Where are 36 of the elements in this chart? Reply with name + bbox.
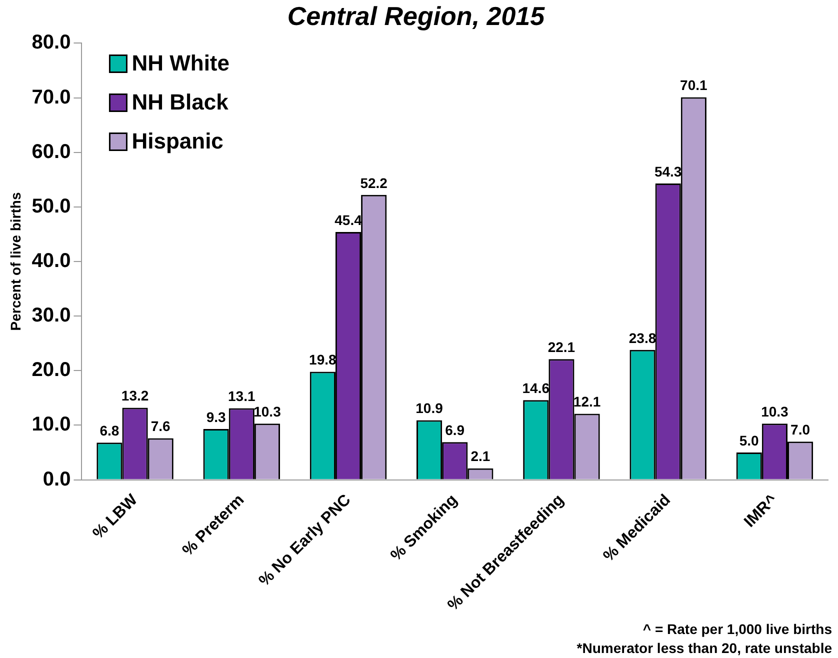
data-label: 22.1: [548, 339, 576, 356]
data-label: 6.8: [100, 422, 120, 439]
y-axis-title: Percent of live births: [7, 192, 24, 331]
y-tick-label: 50.0: [32, 195, 71, 218]
data-label: 7.6: [150, 418, 171, 434]
text: ^ = Rate per 1,000 live births: [642, 620, 832, 637]
data-label: 23.8: [628, 330, 656, 346]
y-tick-label: 80.0: [32, 32, 71, 54]
y-tick-label: 10.0: [32, 414, 71, 436]
data-label: 14.6: [522, 380, 550, 396]
y-tick-label: 60.0: [32, 140, 71, 163]
data-label: 7.0: [790, 421, 810, 438]
data-label: 10.3: [254, 403, 282, 420]
chart-title: Central Region, 2015: [287, 0, 546, 31]
data-label: 52.2: [360, 174, 388, 191]
data-label: 6.9: [445, 422, 465, 438]
data-label: 10.9: [416, 400, 444, 416]
data-label: 9.3: [206, 408, 226, 425]
data-label: 5.0: [739, 432, 760, 448]
data-label: 54.3: [654, 163, 682, 180]
data-label: 19.8: [309, 352, 337, 368]
y-tick-label: 0.0: [42, 468, 71, 490]
legend-label: NH White: [132, 50, 230, 76]
y-tick-label: 20.0: [32, 359, 71, 382]
data-label: 13.1: [228, 388, 256, 404]
data-label: 13.2: [121, 388, 149, 404]
legend-label: Hispanic: [132, 128, 224, 154]
y-tick-label: 30.0: [32, 304, 71, 327]
y-tick-label: 70.0: [32, 86, 71, 108]
data-label: 10.3: [761, 403, 789, 420]
data-label: 2.1: [470, 448, 490, 464]
y-tick-label: 40.0: [32, 250, 71, 272]
data-label: 70.1: [680, 77, 708, 94]
data-label: 12.1: [573, 394, 601, 410]
text: *Numerator less than 20, rate unstable: [576, 640, 832, 656]
legend-label: NH Black: [132, 89, 230, 114]
